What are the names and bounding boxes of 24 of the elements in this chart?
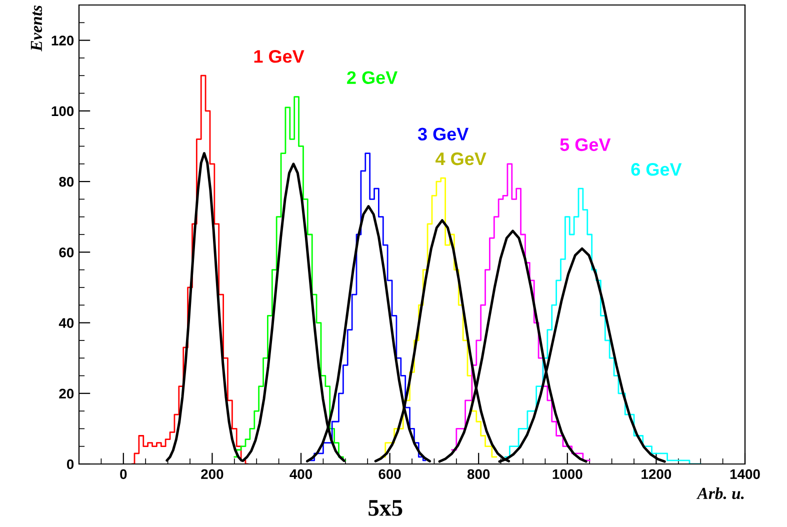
text: 2 GeV (347, 71, 398, 84)
text: 5x5 (368, 500, 402, 516)
x-tick-label: 400 (290, 469, 312, 480)
x-axis-title: Arb. u. (696, 487, 744, 500)
text: 6 GeV (631, 163, 682, 176)
y-tick-label: 100 (52, 106, 74, 116)
y-tick-label: 120 (52, 36, 74, 46)
y-axis-title: Events (30, 6, 42, 52)
series-label: 4 GeV (436, 152, 486, 166)
y-tick-label: 0 (66, 459, 74, 470)
x-tick-label: 200 (201, 469, 224, 480)
text: 5 GeV (560, 138, 611, 152)
x-tick-label: 0 (120, 469, 127, 480)
y-tick-label: 20 (59, 388, 74, 399)
y-tick-label: 60 (59, 247, 74, 258)
x-tick-label: 1400 (730, 469, 760, 480)
x-tick-label: 1200 (642, 469, 672, 480)
x-tick-label: 1000 (552, 469, 582, 480)
text: 1 GeV (254, 50, 304, 63)
x-tick-label: 800 (467, 469, 490, 480)
y-tick-label: 40 (58, 318, 74, 328)
text: 3 GeV (418, 128, 469, 141)
y-tick-label: 80 (59, 176, 74, 187)
x-tick-label: 600 (378, 469, 401, 480)
